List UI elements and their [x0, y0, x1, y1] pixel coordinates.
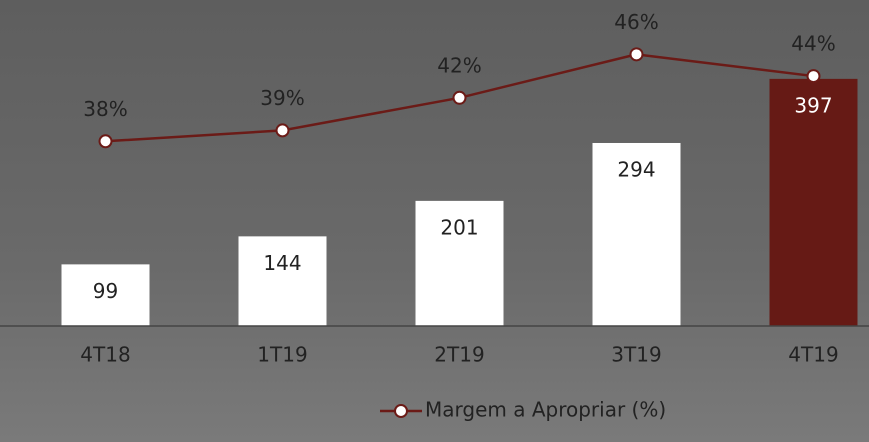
bar-label: 397 [794, 93, 832, 117]
page: 99 144 201 294 397 4T18 1T19 2T19 3T19 4T19 38% 39%… [0, 0, 869, 442]
x-tick-label: 4T18 [80, 343, 130, 367]
x-tick-label: 4T19 [788, 343, 838, 367]
x-tick-label: 3T19 [611, 343, 661, 367]
line-marker [631, 48, 643, 60]
line-marker [277, 124, 289, 136]
line-marker [454, 92, 466, 104]
legend-label: Margem a Apropriar (%) [425, 398, 666, 422]
legend-marker [395, 405, 407, 417]
bar-label: 201 [440, 215, 478, 239]
bar-label: 99 [93, 279, 118, 303]
x-tick-label: 2T19 [434, 343, 484, 367]
line-label: 39% [260, 86, 304, 110]
bar-label: 294 [617, 157, 655, 181]
line-marker [100, 135, 112, 147]
line-marker [808, 70, 820, 82]
x-tick-label: 1T19 [257, 343, 307, 367]
chart: 99 144 201 294 397 4T18 1T19 2T19 3T19 4T19 38% 39%… [0, 0, 869, 442]
line-label: 46% [614, 10, 658, 34]
bar-label: 144 [263, 251, 301, 275]
line-label: 38% [83, 97, 127, 121]
line-label: 42% [437, 53, 481, 77]
bar [239, 236, 327, 326]
line-label: 44% [791, 32, 835, 56]
